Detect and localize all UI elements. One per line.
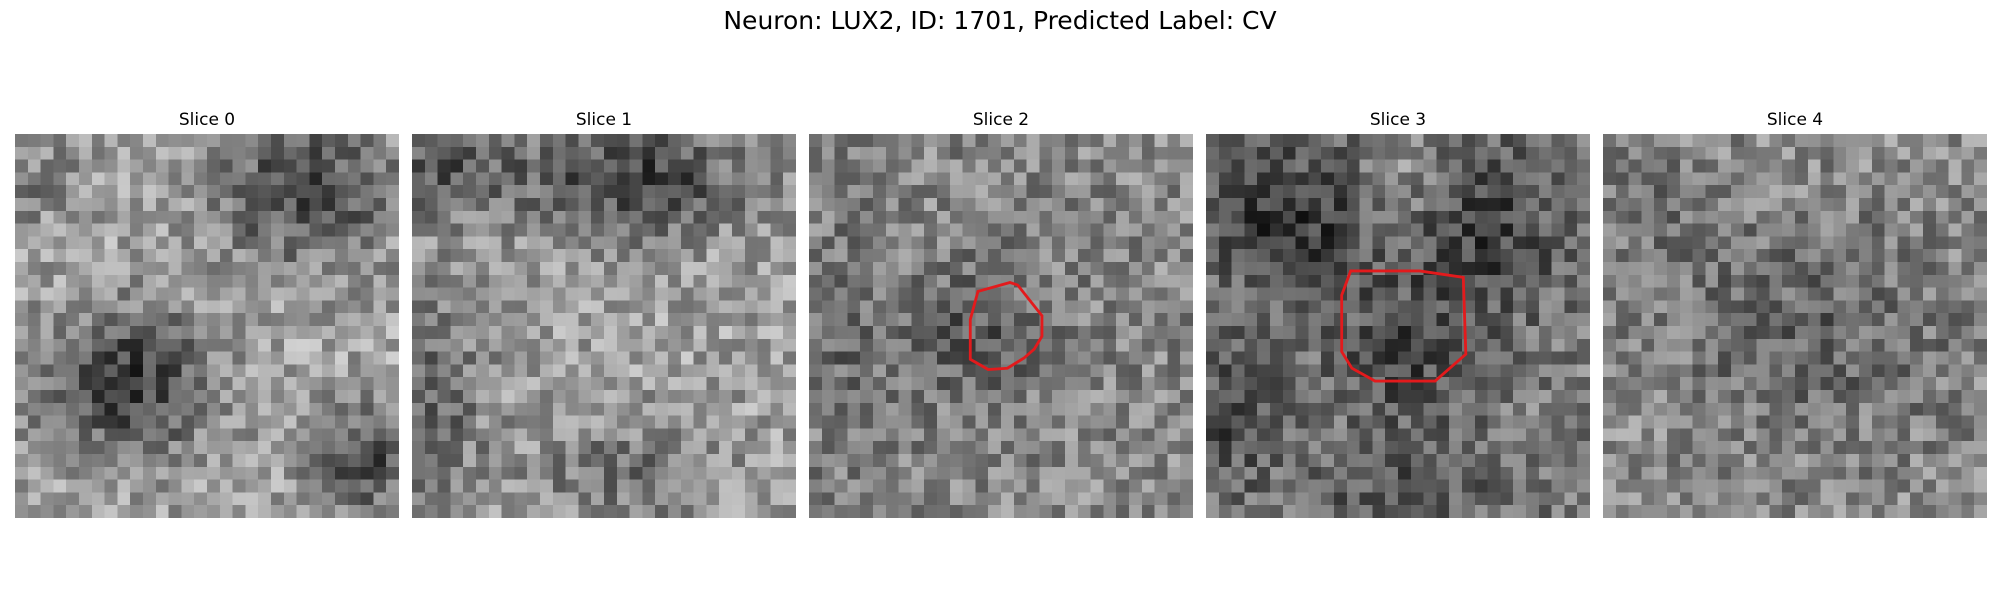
slice-image-2 bbox=[809, 134, 1193, 518]
slice-panel-2: Slice 2 bbox=[809, 108, 1193, 518]
slice-image-0 bbox=[15, 134, 399, 518]
slice-image-4 bbox=[1603, 134, 1987, 518]
slice-title-3: Slice 3 bbox=[1369, 110, 1427, 130]
roi-contour-3 bbox=[1340, 269, 1468, 383]
slice-title-4: Slice 4 bbox=[1766, 110, 1824, 130]
slice-panel-4: Slice 4 bbox=[1603, 108, 1987, 518]
slice-panel-0: Slice 0 bbox=[15, 108, 399, 518]
slice-panel-1: Slice 1 bbox=[412, 108, 796, 518]
roi-contour-2 bbox=[968, 281, 1044, 371]
slice-panel-3: Slice 3 bbox=[1206, 108, 1590, 518]
slice-image-3 bbox=[1206, 134, 1590, 518]
figure-title: Neuron: LUX2, ID: 1701, Predicted Label:… bbox=[723, 6, 1277, 35]
slice-image-1 bbox=[412, 134, 796, 518]
slice-title-1: Slice 1 bbox=[575, 110, 633, 130]
slice-title-2: Slice 2 bbox=[972, 110, 1030, 130]
slice-title-0: Slice 0 bbox=[178, 110, 236, 130]
